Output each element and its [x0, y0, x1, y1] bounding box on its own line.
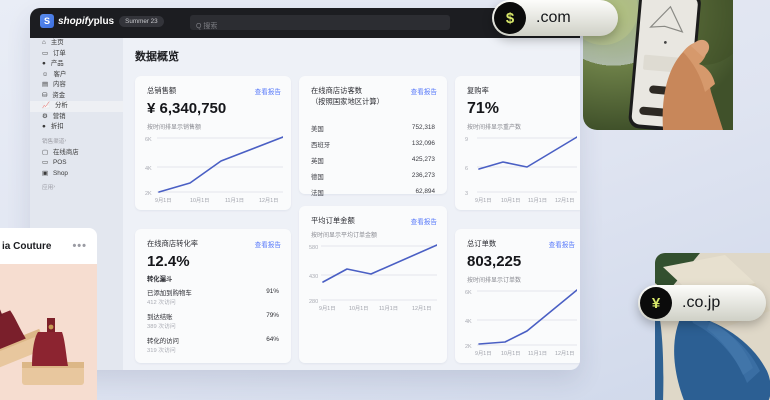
svg-text:4K: 4K — [145, 166, 152, 172]
svg-text:9月1日: 9月1日 — [155, 197, 172, 204]
svg-text:9月1日: 9月1日 — [475, 350, 492, 357]
svg-text:11月1日: 11月1日 — [225, 197, 244, 204]
svg-text:9月1日: 9月1日 — [475, 197, 492, 204]
svg-text:10月1日: 10月1日 — [349, 305, 368, 312]
svg-text:580: 580 — [309, 245, 318, 251]
svg-text:10月1日: 10月1日 — [501, 197, 520, 204]
svg-text:10月1日: 10月1日 — [501, 350, 520, 357]
svg-text:12月1日: 12月1日 — [555, 350, 574, 357]
svg-text:9月1日: 9月1日 — [319, 305, 336, 312]
svg-text:4K: 4K — [465, 319, 472, 325]
svg-text:6K: 6K — [465, 290, 472, 296]
svg-text:2K: 2K — [465, 344, 472, 350]
svg-text:12月1日: 12月1日 — [412, 305, 431, 312]
svg-text:12月1日: 12月1日 — [555, 197, 574, 204]
svg-text:9: 9 — [465, 137, 468, 143]
svg-text:10月1日: 10月1日 — [190, 197, 209, 204]
svg-text:12月1日: 12月1日 — [259, 197, 278, 204]
svg-text:6K: 6K — [145, 137, 152, 143]
svg-text:280: 280 — [309, 299, 318, 305]
svg-text:3: 3 — [465, 191, 468, 197]
svg-text:430: 430 — [309, 274, 318, 280]
svg-text:2K: 2K — [145, 191, 152, 197]
svg-text:6: 6 — [465, 166, 468, 172]
svg-text:11月1日: 11月1日 — [379, 305, 398, 312]
svg-text:11月1日: 11月1日 — [528, 197, 547, 204]
svg-text:11月1日: 11月1日 — [528, 350, 547, 357]
